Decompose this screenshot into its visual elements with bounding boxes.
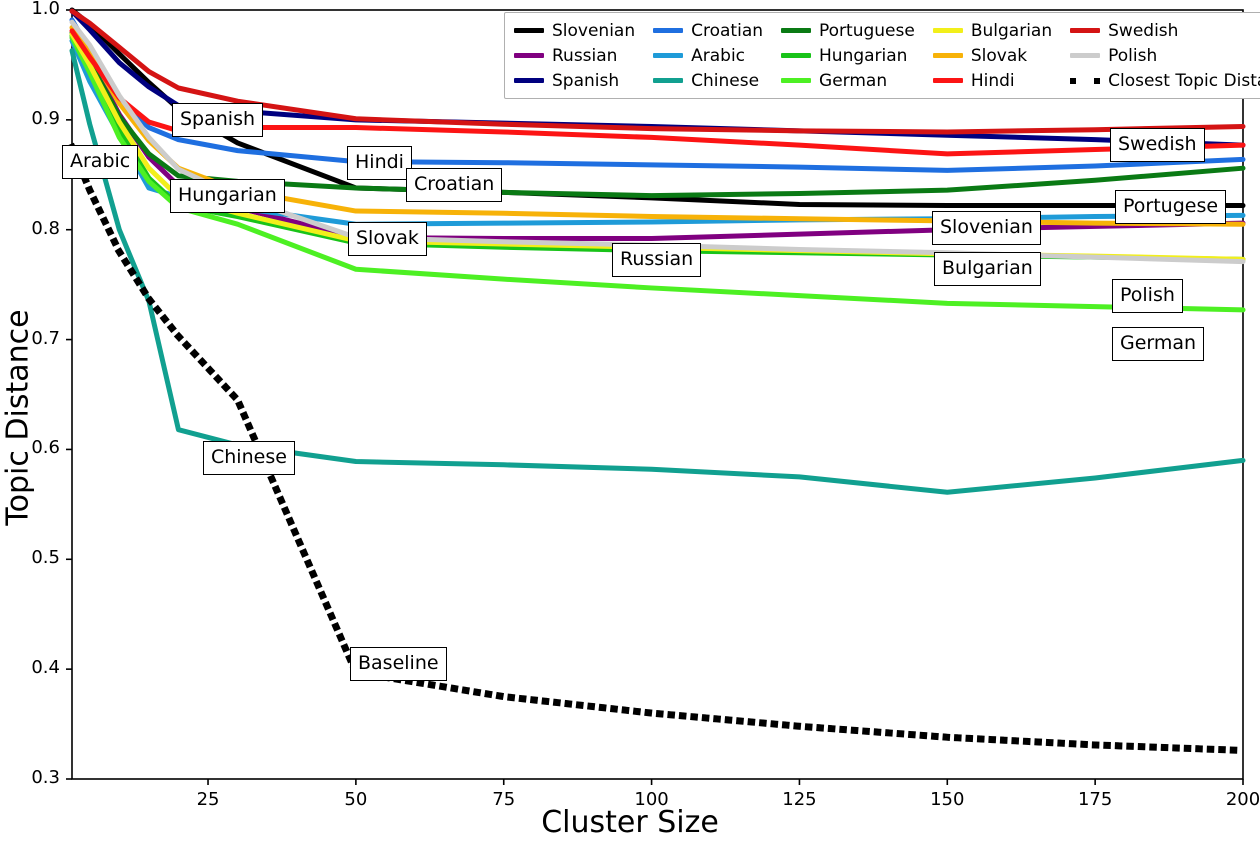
legend-swatch-icon: [653, 53, 684, 58]
x-tick-label: 100: [634, 789, 669, 810]
legend-swatch-icon: [1070, 53, 1101, 58]
annot-portugese: Portugese: [1115, 190, 1227, 224]
legend-label: Slovenian: [552, 20, 636, 41]
legend-item-spanish[interactable]: Spanish: [514, 70, 635, 91]
annot-slovak: Slovak: [348, 222, 427, 256]
legend-label: Russian: [552, 45, 618, 66]
legend-label: German: [819, 70, 888, 91]
y-tick-label: 0.7: [31, 327, 60, 349]
legend-item-portuguese[interactable]: Portuguese: [781, 20, 915, 41]
legend-swatch-icon: [932, 78, 963, 83]
legend-item-slovenian[interactable]: Slovenian: [514, 20, 635, 41]
annot-hindi: Hindi: [347, 146, 412, 180]
legend-label: Arabic: [691, 45, 746, 66]
y-tick-label: 1.0: [31, 0, 60, 19]
annot-baseline: Baseline: [350, 647, 447, 681]
annot-croatian: Croatian: [406, 168, 503, 202]
y-tick-label: 0.9: [31, 107, 60, 129]
legend-item-german[interactable]: German: [781, 70, 915, 91]
annot-slovenian: Slovenian: [932, 211, 1041, 245]
x-tick-label: 200: [1225, 789, 1260, 810]
legend-item-russian[interactable]: Russian: [514, 45, 635, 66]
y-tick-label: 0.3: [31, 767, 60, 788]
legend-label: Hungarian: [819, 45, 908, 66]
legend-item-chinese[interactable]: Chinese: [653, 70, 763, 91]
legend-label: Polish: [1108, 45, 1158, 66]
y-tick-label: 0.8: [31, 217, 60, 239]
y-axis-label: Topic Distance: [0, 309, 36, 526]
legend-swatch-icon: [653, 28, 684, 33]
x-tick-label: 175: [1077, 789, 1113, 810]
legend-swatch-icon: [514, 78, 544, 83]
x-tick-label: 125: [782, 789, 817, 810]
legend-swatch-icon: [1070, 77, 1101, 84]
legend-label: Spanish: [552, 70, 620, 91]
annot-russian: Russian: [612, 243, 702, 277]
legend-label: Portuguese: [819, 20, 915, 41]
y-tick-label: 0.5: [31, 547, 60, 569]
legend-item-slovak[interactable]: Slovak: [932, 45, 1052, 66]
legend-item-hungarian[interactable]: Hungarian: [781, 45, 915, 66]
annot-polish: Polish: [1112, 279, 1183, 313]
legend-swatch-icon: [932, 28, 963, 33]
y-tick-label: 0.6: [31, 437, 60, 459]
annot-arabic: Arabic: [62, 145, 139, 179]
legend-item-hindi[interactable]: Hindi: [932, 70, 1052, 91]
series-line-german: [69, 34, 1246, 313]
legend-swatch-icon: [781, 28, 812, 33]
legend-swatch-icon: [1070, 28, 1101, 33]
legend-item-polish[interactable]: Polish: [1070, 45, 1260, 66]
legend-item-swedish[interactable]: Swedish: [1070, 20, 1260, 41]
annot-swedish: Swedish: [1110, 128, 1205, 162]
series-line-portuguese: [69, 30, 1246, 199]
legend-item-bulgarian[interactable]: Bulgarian: [932, 20, 1053, 41]
legend-item-croatian[interactable]: Croatian: [653, 20, 763, 41]
x-tick-label: 50: [344, 789, 368, 810]
legend-label: Chinese: [691, 70, 760, 91]
legend-swatch-icon: [514, 28, 544, 33]
annot-spanish: Spanish: [172, 103, 264, 137]
legend-label: Hindi: [970, 70, 1015, 91]
legend-label: Bulgarian: [970, 20, 1053, 41]
legend-swatch-icon: [653, 78, 684, 83]
plot-frame: [71, 9, 1244, 780]
series-line-chinese: [69, 48, 1246, 495]
annot-german: German: [1112, 327, 1205, 361]
legend-item-closest-topic-distance-all[interactable]: Closest Topic Distance (All): [1070, 70, 1260, 91]
annot-bulgarian: Bulgarian: [934, 252, 1041, 286]
y-tick-label: 0.4: [31, 657, 60, 679]
legend-swatch-icon: [514, 53, 544, 58]
chart-legend: Slovenian Russian Spanish Croatian Arabic Chi…: [504, 12, 1260, 99]
legend-swatch-icon: [781, 78, 812, 83]
annot-hungarian: Hungarian: [170, 179, 285, 213]
legend-swatch-icon: [932, 53, 963, 58]
legend-label: Slovak: [970, 45, 1028, 66]
tick-marks: [66, 9, 1244, 785]
annot-chinese: Chinese: [203, 441, 295, 475]
x-tick-label: 75: [492, 789, 516, 810]
series-line-swedish: [69, 8, 1246, 135]
legend-label: Closest Topic Distance (All): [1108, 70, 1260, 91]
x-axis-label: Cluster Size: [541, 805, 719, 840]
x-tick-label: 150: [930, 789, 965, 810]
legend-item-arabic[interactable]: Arabic: [653, 45, 763, 66]
legend-swatch-icon: [781, 53, 812, 58]
x-tick-label: 25: [196, 789, 220, 810]
legend-label: Swedish: [1108, 20, 1179, 41]
legend-label: Croatian: [691, 20, 764, 41]
